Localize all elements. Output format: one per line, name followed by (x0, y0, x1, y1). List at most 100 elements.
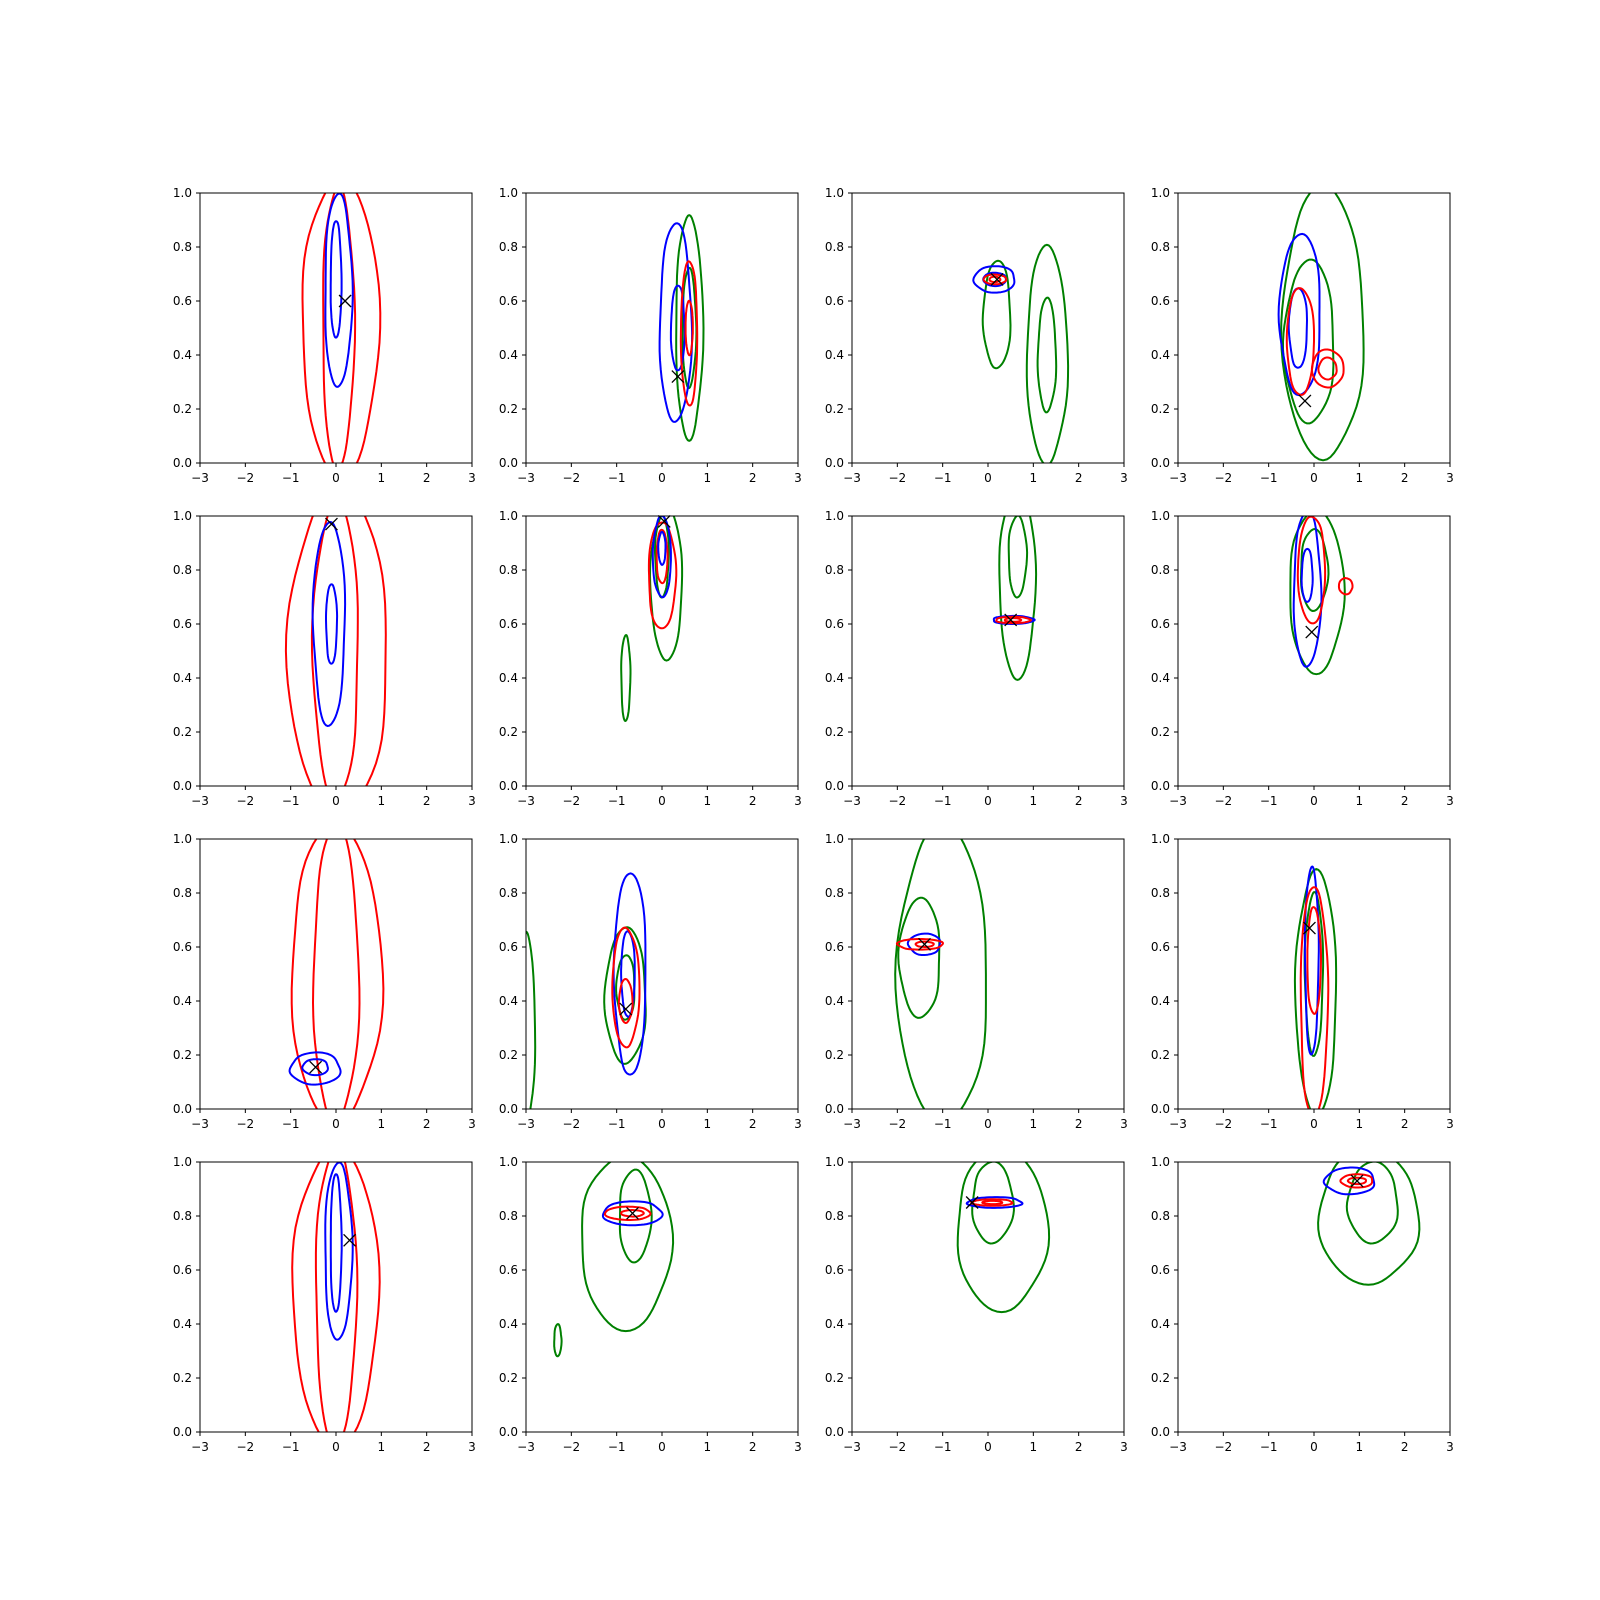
x-tick-label: −3 (843, 1117, 861, 1131)
green-contour-line (897, 896, 941, 1019)
x-tick-label: 1 (378, 794, 386, 808)
x-tick-label: 0 (332, 794, 340, 808)
x-tick-label: 0 (658, 1117, 666, 1131)
x-marker-stroke (918, 937, 931, 951)
y-tick-label: 0.6 (825, 940, 844, 954)
x-tick-label: −1 (934, 471, 952, 485)
x-tick-label: 3 (468, 1440, 476, 1454)
x-tick-label: −1 (1260, 471, 1278, 485)
x-marker-stroke (1350, 1174, 1364, 1188)
y-tick-label: 0.6 (499, 294, 518, 308)
green-contour-line (1282, 258, 1335, 425)
red-contour-line (1317, 356, 1338, 381)
red-contour-line (1003, 617, 1023, 623)
subplot-r3-c1: −3 −2 −1 0 1 2 3 0.0 0.2 0.4 0.6 0.8 1.0 (499, 1155, 802, 1454)
x-tick-label: 0 (1310, 1117, 1318, 1131)
blue-contour-line (288, 1051, 342, 1086)
y-tick-label: 1.0 (1151, 832, 1170, 846)
y-tick-label: 0.0 (173, 456, 192, 470)
y-tick-label: 0.8 (1151, 563, 1170, 577)
subplot-r3-c2: −3 −2 −1 0 1 2 3 0.0 0.2 0.4 0.6 0.8 1.0 (825, 1155, 1128, 1454)
y-tick-label: 0.2 (1151, 1371, 1170, 1385)
green-contour-line (581, 1162, 675, 1333)
x-tick-label: −1 (934, 794, 952, 808)
y-tick-label: 0.2 (173, 1048, 192, 1062)
x-tick-label: 3 (794, 1440, 802, 1454)
x-tick-label: −1 (608, 471, 626, 485)
y-tick-label: 1.0 (825, 832, 844, 846)
y-tick-label: 0.2 (1151, 402, 1170, 416)
plot-area (620, 516, 684, 722)
x-tick-label: 1 (1356, 794, 1364, 808)
y-tick-label: 0.6 (499, 940, 518, 954)
y-tick-label: 0.6 (499, 1263, 518, 1277)
y-tick-label: 0.4 (173, 1317, 192, 1331)
x-tick-label: 0 (984, 1440, 992, 1454)
x-tick-label: −2 (888, 471, 906, 485)
y-tick-label: 1.0 (173, 509, 192, 523)
green-contour-line (675, 214, 705, 442)
subplot-r3-c0: −3 −2 −1 0 1 2 3 0.0 0.2 0.4 0.6 0.8 1.0 (173, 1155, 476, 1454)
red-contour-line (995, 615, 1032, 625)
x-tick-label: −3 (517, 1117, 535, 1131)
x-tick-label: −1 (1260, 1440, 1278, 1454)
x-marker (619, 1002, 633, 1016)
x-tick-label: −2 (1214, 1117, 1232, 1131)
x-marker-stroke (309, 1060, 323, 1074)
x-tick-label: 1 (1356, 1117, 1364, 1131)
y-tick-label: 0.4 (1151, 348, 1170, 362)
x-tick-label: 3 (1120, 1440, 1128, 1454)
plot-area (992, 516, 1038, 681)
x-tick-label: 2 (423, 794, 431, 808)
x-tick-label: 2 (1401, 1117, 1409, 1131)
x-tick-label: −2 (1214, 1440, 1232, 1454)
y-tick-label: 0.4 (499, 994, 518, 1008)
x-tick-label: −1 (282, 471, 300, 485)
subplot-r2-c0: −3 −2 −1 0 1 2 3 0.0 0.2 0.4 0.6 0.8 1.0 (173, 832, 476, 1131)
red-contour-line (684, 299, 694, 357)
x-tick-label: −3 (517, 1440, 535, 1454)
blue-contour-line (311, 521, 347, 727)
y-tick-label: 0.0 (1151, 456, 1170, 470)
x-tick-label: −3 (1169, 1440, 1187, 1454)
red-contour-line (914, 940, 935, 948)
y-tick-label: 1.0 (499, 832, 518, 846)
subplot-r2-c2: −3 −2 −1 0 1 2 3 0.0 0.2 0.4 0.6 0.8 1.0 (825, 832, 1128, 1131)
x-tick-label: −2 (888, 1117, 906, 1131)
x-tick-label: 1 (704, 471, 712, 485)
x-tick-label: 0 (658, 471, 666, 485)
x-tick-label: −3 (1169, 471, 1187, 485)
x-tick-label: 3 (794, 794, 802, 808)
x-tick-label: −3 (191, 1117, 209, 1131)
y-tick-label: 1.0 (499, 186, 518, 200)
y-tick-label: 0.6 (1151, 940, 1170, 954)
subplot-r1-c3: −3 −2 −1 0 1 2 3 0.0 0.2 0.4 0.6 0.8 1.0 (1151, 509, 1454, 808)
y-tick-label: 1.0 (825, 509, 844, 523)
subplot-r2-c3: −3 −2 −1 0 1 2 3 0.0 0.2 0.4 0.6 0.8 1.0 (1151, 832, 1454, 1131)
x-tick-label: 2 (1075, 1440, 1083, 1454)
x-tick-label: 0 (1310, 471, 1318, 485)
x-marker (343, 1233, 357, 1247)
blue-contour-line (324, 1162, 354, 1341)
y-tick-label: 0.2 (825, 402, 844, 416)
x-tick-label: 3 (468, 471, 476, 485)
y-tick-label: 0.0 (173, 1425, 192, 1439)
y-tick-label: 0.2 (173, 402, 192, 416)
x-tick-label: 2 (749, 1117, 757, 1131)
subplot-r2-c1: −3 −2 −1 0 1 2 3 0.0 0.2 0.4 0.6 0.8 1.0 (499, 832, 802, 1131)
subplot-r1-c2: −3 −2 −1 0 1 2 3 0.0 0.2 0.4 0.6 0.8 1.0 (825, 509, 1128, 808)
plot-area (1289, 516, 1354, 676)
y-tick-label: 0.4 (825, 671, 844, 685)
red-contour-line (310, 516, 359, 786)
x-tick-label: 0 (332, 1117, 340, 1131)
y-tick-label: 0.6 (825, 1263, 844, 1277)
plot-area (301, 193, 382, 463)
green-contour-line (1345, 1162, 1399, 1245)
x-tick-label: 1 (1356, 1440, 1364, 1454)
plot-area (553, 1162, 675, 1358)
x-marker (918, 937, 931, 951)
x-tick-label: 3 (1120, 471, 1128, 485)
blue-contour-line (601, 1200, 664, 1227)
x-marker-stroke (657, 514, 671, 528)
